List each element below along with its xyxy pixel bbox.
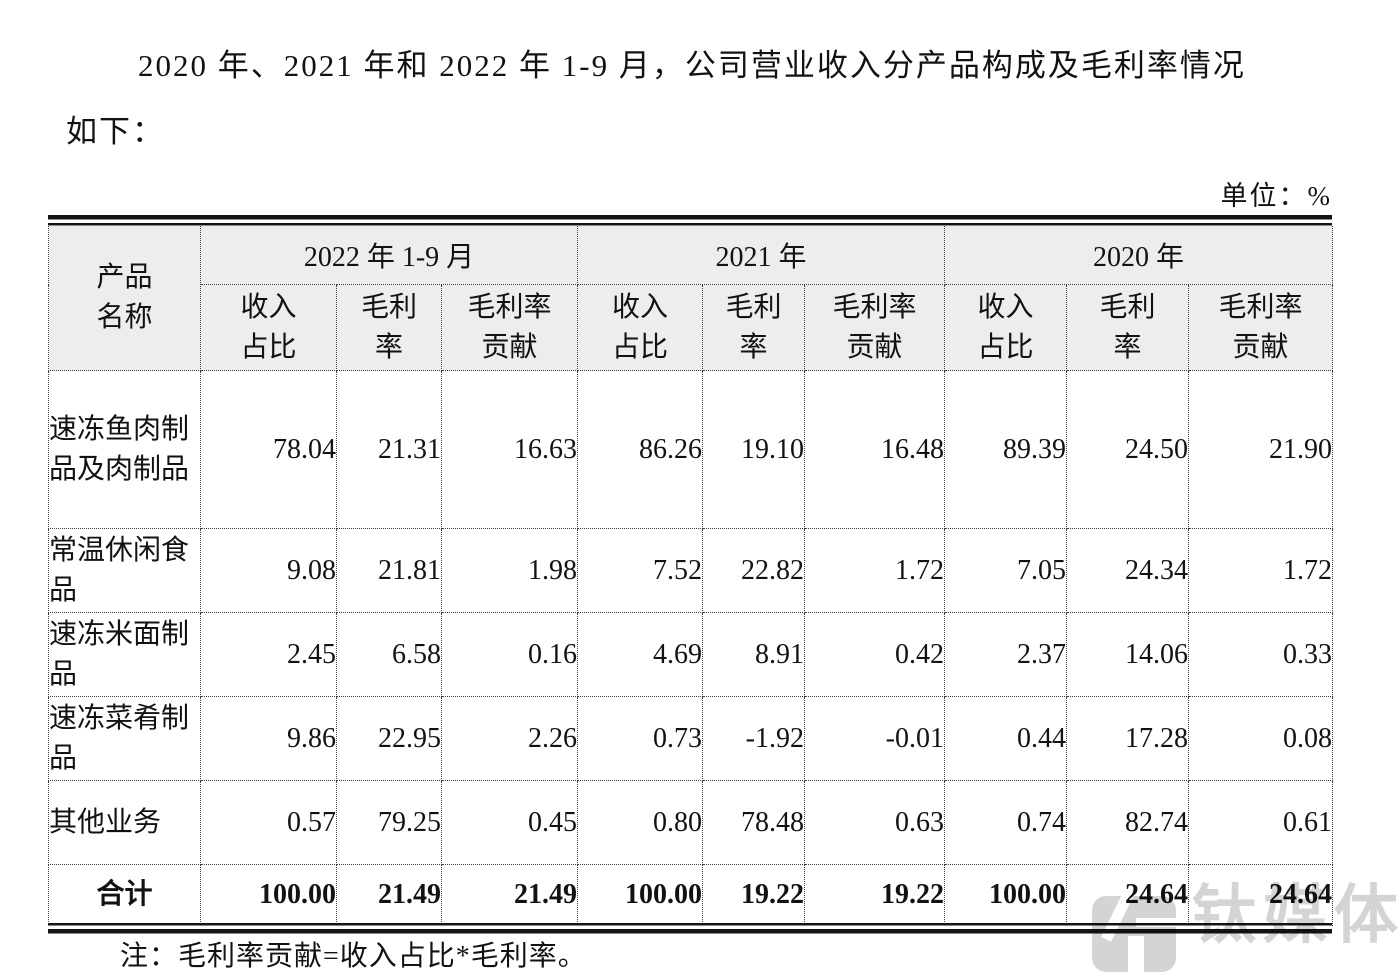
total-row: 合计 100.00 21.49 21.49 100.00 19.22 19.22…: [48, 864, 1333, 926]
table-row: 常温休闲食品 9.08 21.81 1.98 7.52 22.82 1.72 7…: [48, 528, 1333, 613]
value-cell: 0.45: [441, 780, 578, 865]
value-cell: 0.61: [1188, 780, 1333, 865]
table-top-double-rule: [48, 215, 1332, 226]
value-cell: 22.95: [336, 696, 442, 781]
value-cell: 1.72: [1188, 528, 1333, 613]
sub-header-gross-margin-2021: 毛利率: [702, 284, 805, 371]
watermark-text: 钛媒体: [1192, 879, 1399, 951]
sub-header-gross-margin-2020: 毛利率: [1066, 284, 1189, 371]
value-cell: 0.63: [804, 780, 945, 865]
value-cell: 2.26: [441, 696, 578, 781]
footnote: 注：毛利率贡献=收入占比*毛利率。: [120, 941, 587, 972]
value-cell: 21.81: [336, 528, 442, 613]
value-cell: 6.58: [336, 612, 442, 697]
value-cell: -1.92: [702, 696, 805, 781]
logo-cut-diagonal: [1101, 896, 1134, 942]
value-cell: 0.33: [1188, 612, 1333, 697]
total-value-cell: 100.00: [577, 864, 703, 926]
total-value-cell: 100.00: [200, 864, 337, 926]
value-cell: 0.42: [804, 612, 945, 697]
value-cell: 16.63: [441, 370, 578, 529]
value-cell: 8.91: [702, 612, 805, 697]
value-cell: 82.74: [1066, 780, 1189, 865]
value-cell: 19.10: [702, 370, 805, 529]
product-name-cell: 速冻鱼肉制品及肉制品: [48, 370, 201, 529]
title-line-1: 2020 年、2021 年和 2022 年 1-9 月，公司营业收入分产品构成及…: [138, 48, 1246, 83]
value-cell: 16.48: [804, 370, 945, 529]
value-cell: 17.28: [1066, 696, 1189, 781]
value-cell: 0.74: [944, 780, 1067, 865]
value-cell: 22.82: [702, 528, 805, 613]
product-name-header: 产品名称: [48, 226, 201, 371]
product-name-cell: 速冻菜肴制品: [48, 696, 201, 781]
value-cell: 24.34: [1066, 528, 1189, 613]
value-cell: 86.26: [577, 370, 703, 529]
value-cell: 21.31: [336, 370, 442, 529]
value-cell: 78.04: [200, 370, 337, 529]
year-header-2021: 2021 年: [577, 226, 945, 285]
value-cell: 0.80: [577, 780, 703, 865]
sub-header-margin-contribution-2022: 毛利率贡献: [441, 284, 578, 371]
total-value-cell: 19.22: [804, 864, 945, 926]
year-header-2020: 2020 年: [944, 226, 1333, 285]
total-value-cell: 24.64: [1188, 864, 1333, 926]
sub-header-margin-contribution-2021: 毛利率贡献: [804, 284, 945, 371]
sub-header-income-share-2020: 收入占比: [944, 284, 1067, 371]
sub-header-income-share-2021: 收入占比: [577, 284, 703, 371]
sub-header-margin-contribution-2020: 毛利率贡献: [1188, 284, 1333, 371]
value-cell: 0.57: [200, 780, 337, 865]
value-cell: 89.39: [944, 370, 1067, 529]
value-cell: 21.90: [1188, 370, 1333, 529]
value-cell: 2.37: [944, 612, 1067, 697]
product-name-cell: 常温休闲食品: [48, 528, 201, 613]
value-cell: 9.08: [200, 528, 337, 613]
table-row: 速冻鱼肉制品及肉制品 78.04 21.31 16.63 86.26 19.10…: [48, 370, 1333, 529]
value-cell: 14.06: [1066, 612, 1189, 697]
value-cell: 79.25: [336, 780, 442, 865]
watermark: 钛媒体: [1092, 880, 1399, 972]
table-bottom-double-rule: [48, 923, 1332, 934]
product-name-cell: 速冻米面制品: [48, 612, 201, 697]
value-cell: -0.01: [804, 696, 945, 781]
value-cell: 4.69: [577, 612, 703, 697]
logo-cut-slot: [1128, 936, 1144, 972]
product-name-cell: 其他业务: [48, 780, 201, 865]
value-cell: 78.48: [702, 780, 805, 865]
value-cell: 7.05: [944, 528, 1067, 613]
year-header-2022: 2022 年 1-9 月: [200, 226, 578, 285]
revenue-composition-table: 产品名称 2022 年 1-9 月 2021 年 2020 年 收入占比 毛利率…: [48, 226, 1333, 926]
tmtpost-logo-icon: [1092, 896, 1176, 972]
value-cell: 7.52: [577, 528, 703, 613]
value-cell: 1.98: [441, 528, 578, 613]
unit-label: 单位：%: [1220, 181, 1332, 211]
sub-header-income-share-2022: 收入占比: [200, 284, 337, 371]
value-cell: 0.08: [1188, 696, 1333, 781]
value-cell: 0.16: [441, 612, 578, 697]
total-value-cell: 19.22: [702, 864, 805, 926]
logo-cut-bar: [1136, 918, 1176, 927]
value-cell: 2.45: [200, 612, 337, 697]
value-cell: 0.73: [577, 696, 703, 781]
value-cell: 9.86: [200, 696, 337, 781]
table-row: 速冻米面制品 2.45 6.58 0.16 4.69 8.91 0.42 2.3…: [48, 612, 1333, 697]
value-cell: 0.44: [944, 696, 1067, 781]
title-line-2: 如下：: [66, 114, 165, 149]
total-value-cell: 21.49: [441, 864, 578, 926]
total-value-cell: 21.49: [336, 864, 442, 926]
total-label-cell: 合计: [48, 864, 201, 926]
table-row: 其他业务 0.57 79.25 0.45 0.80 78.48 0.63 0.7…: [48, 780, 1333, 865]
value-cell: 1.72: [804, 528, 945, 613]
table-row: 速冻菜肴制品 9.86 22.95 2.26 0.73 -1.92 -0.01 …: [48, 696, 1333, 781]
sub-header-gross-margin-2022: 毛利率: [336, 284, 442, 371]
value-cell: 24.50: [1066, 370, 1189, 529]
total-value-cell: 100.00: [944, 864, 1067, 926]
